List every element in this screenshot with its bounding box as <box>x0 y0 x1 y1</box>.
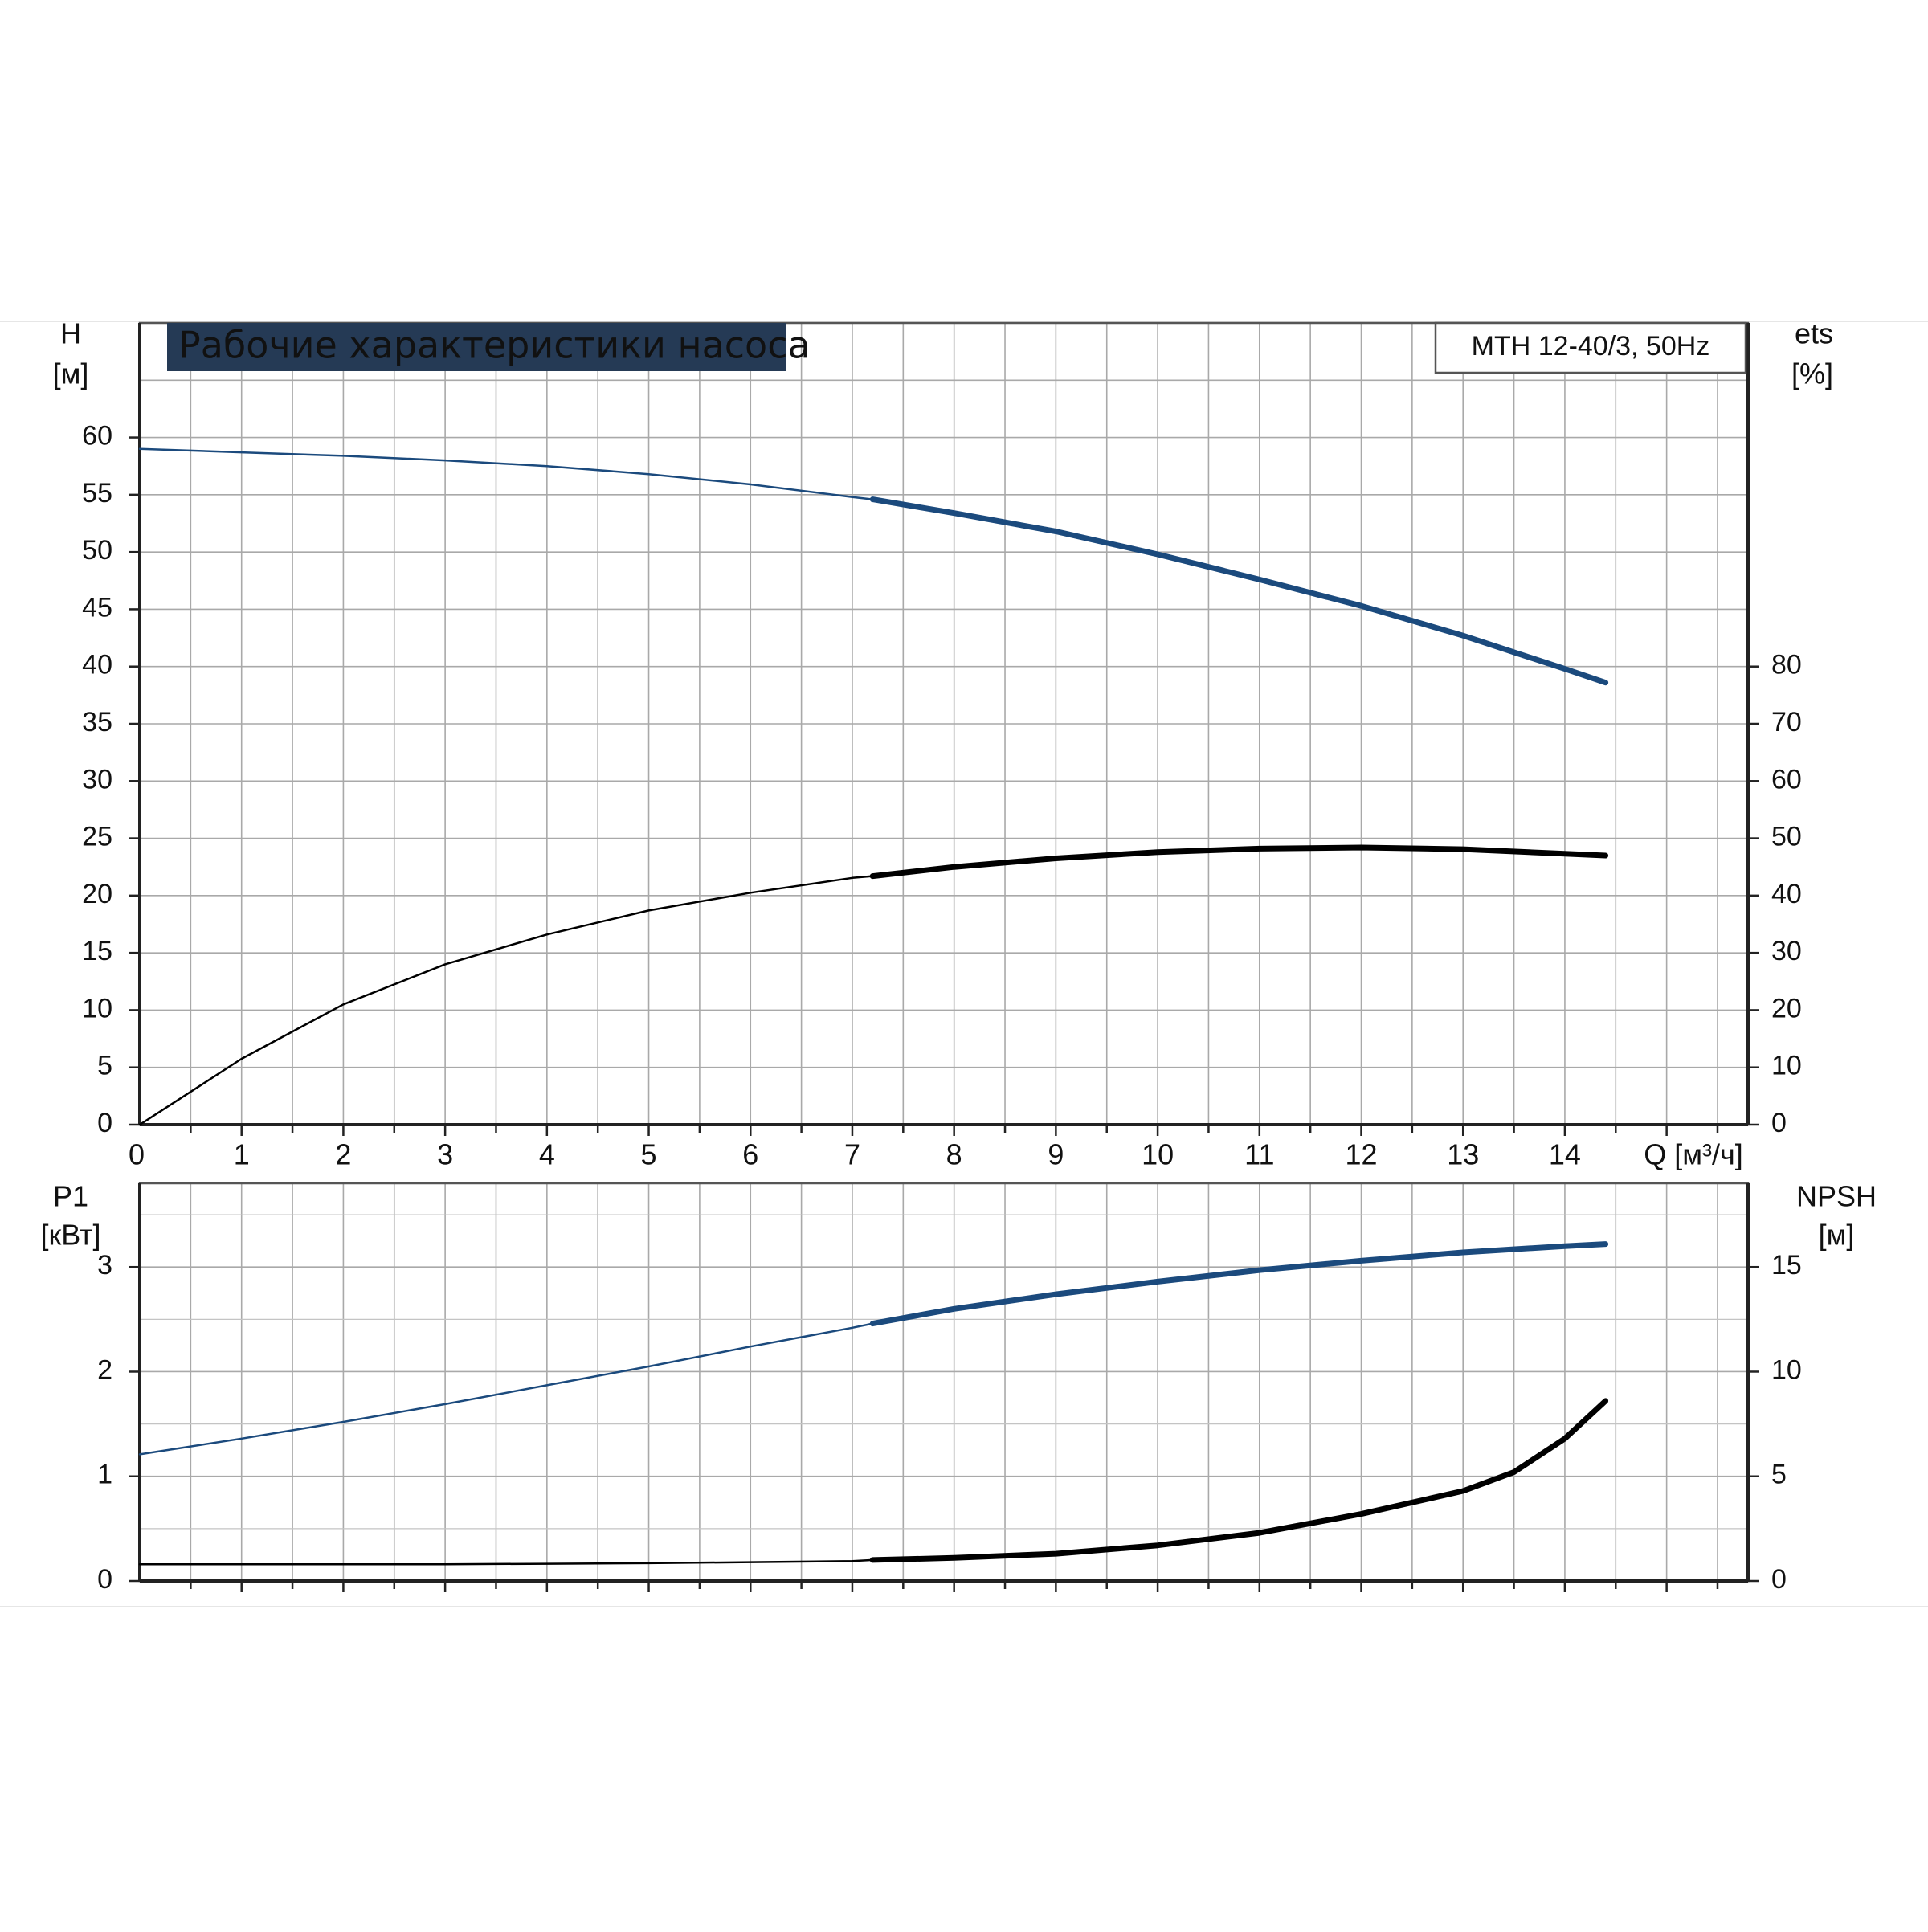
bottom-series-0-line-thick <box>869 1241 1609 1327</box>
x-tick-label: 1 <box>234 1138 250 1171</box>
x-tick-label: 9 <box>1048 1138 1064 1171</box>
x-tick-label: 14 <box>1549 1138 1581 1171</box>
top-y-left-tick-label: 10 <box>82 993 112 1023</box>
x-tick-label: 0 <box>129 1138 145 1171</box>
top-y-left-tick-label: 5 <box>97 1051 112 1081</box>
x-tick-label: 6 <box>742 1138 758 1171</box>
x-tick-label: 7 <box>844 1138 860 1171</box>
model-label: MTH 12-40/3, 50Hz <box>1472 331 1710 361</box>
top-y-right-tick-label: 0 <box>1771 1108 1787 1138</box>
top-y-left-tick-label: 15 <box>82 936 112 966</box>
top-y-left-tick-label: 20 <box>82 879 112 909</box>
top-y-right-name: ets <box>1795 317 1833 350</box>
top-y-left-tick-label: 60 <box>82 421 112 451</box>
top-y-left-tick-label: 25 <box>82 822 112 852</box>
bottom-series-1-line-thick <box>869 1398 1609 1563</box>
bottom-y-left-tick-label: 1 <box>97 1460 112 1490</box>
title-box <box>167 323 786 371</box>
x-tick-label: 12 <box>1345 1138 1377 1171</box>
top-y-left-unit: [м] <box>53 357 89 390</box>
model-label-box <box>1434 321 1747 374</box>
top-y-left-tick-label: 0 <box>97 1108 112 1138</box>
bottom-y-left-tick-label: 0 <box>97 1564 112 1595</box>
x-axis-label: Q [м³/ч] <box>1644 1138 1743 1171</box>
top-y-right-tick-label: 30 <box>1771 936 1802 966</box>
x-tick-label: 11 <box>1244 1138 1274 1171</box>
top-y-left-tick-label: 50 <box>82 535 112 566</box>
top-y-left-tick-label: 40 <box>82 650 112 680</box>
x-tick-label: 3 <box>437 1138 453 1171</box>
bottom-y-right-name: NPSH <box>1796 1180 1877 1213</box>
x-tick-label: 4 <box>539 1138 555 1171</box>
x-tick-label: 8 <box>946 1138 962 1171</box>
bottom-y-right-unit: [м] <box>1819 1219 1855 1252</box>
bottom-series-1-line-thin <box>138 1558 874 1566</box>
x-tick-label: 10 <box>1142 1138 1174 1171</box>
top-y-right-tick-label: 20 <box>1771 993 1802 1023</box>
top-y-right-tick-label: 40 <box>1771 879 1802 909</box>
top-series-1-line-thin <box>138 875 874 1126</box>
top-series-0-line-thin <box>138 447 874 500</box>
x-tick-label: 2 <box>335 1138 351 1171</box>
top-y-right-unit: [%] <box>1791 357 1833 390</box>
bottom-y-right-tick-label: 5 <box>1771 1460 1787 1490</box>
top-y-right-tick-label: 70 <box>1771 707 1802 737</box>
bottom-y-left-unit: [кВт] <box>40 1219 100 1252</box>
bottom-y-left-name: P1 <box>53 1180 88 1213</box>
bottom-y-right-tick-label: 0 <box>1771 1564 1787 1595</box>
top-y-left-tick-label: 55 <box>82 478 112 509</box>
top-y-left-tick-label: 30 <box>82 764 112 794</box>
top-series-1-line-thick <box>869 844 1609 880</box>
x-tick-label: 5 <box>641 1138 657 1171</box>
top-series-0-line-thick <box>869 496 1609 686</box>
top-y-right-tick-label: 50 <box>1771 822 1802 852</box>
top-y-right-tick-label: 80 <box>1771 650 1802 680</box>
bottom-y-left-tick-label: 2 <box>97 1354 112 1385</box>
top-y-left-name: H <box>60 317 81 350</box>
bottom-y-left-tick-label: 3 <box>97 1250 112 1281</box>
top-y-left-tick-label: 45 <box>82 592 112 623</box>
top-y-right-tick-label: 10 <box>1771 1051 1802 1081</box>
bottom-plot-frame <box>138 1182 1750 1583</box>
bottom-series-0-line-thin <box>138 1322 874 1456</box>
bottom-y-right-tick-label: 15 <box>1771 1250 1802 1281</box>
x-tick-label: 13 <box>1447 1138 1479 1171</box>
top-y-right-tick-label: 60 <box>1771 764 1802 794</box>
chart-title: Рабочие характеристики насоса <box>178 324 811 367</box>
top-y-left-tick-label: 35 <box>82 707 112 737</box>
bottom-y-right-tick-label: 10 <box>1771 1354 1802 1385</box>
